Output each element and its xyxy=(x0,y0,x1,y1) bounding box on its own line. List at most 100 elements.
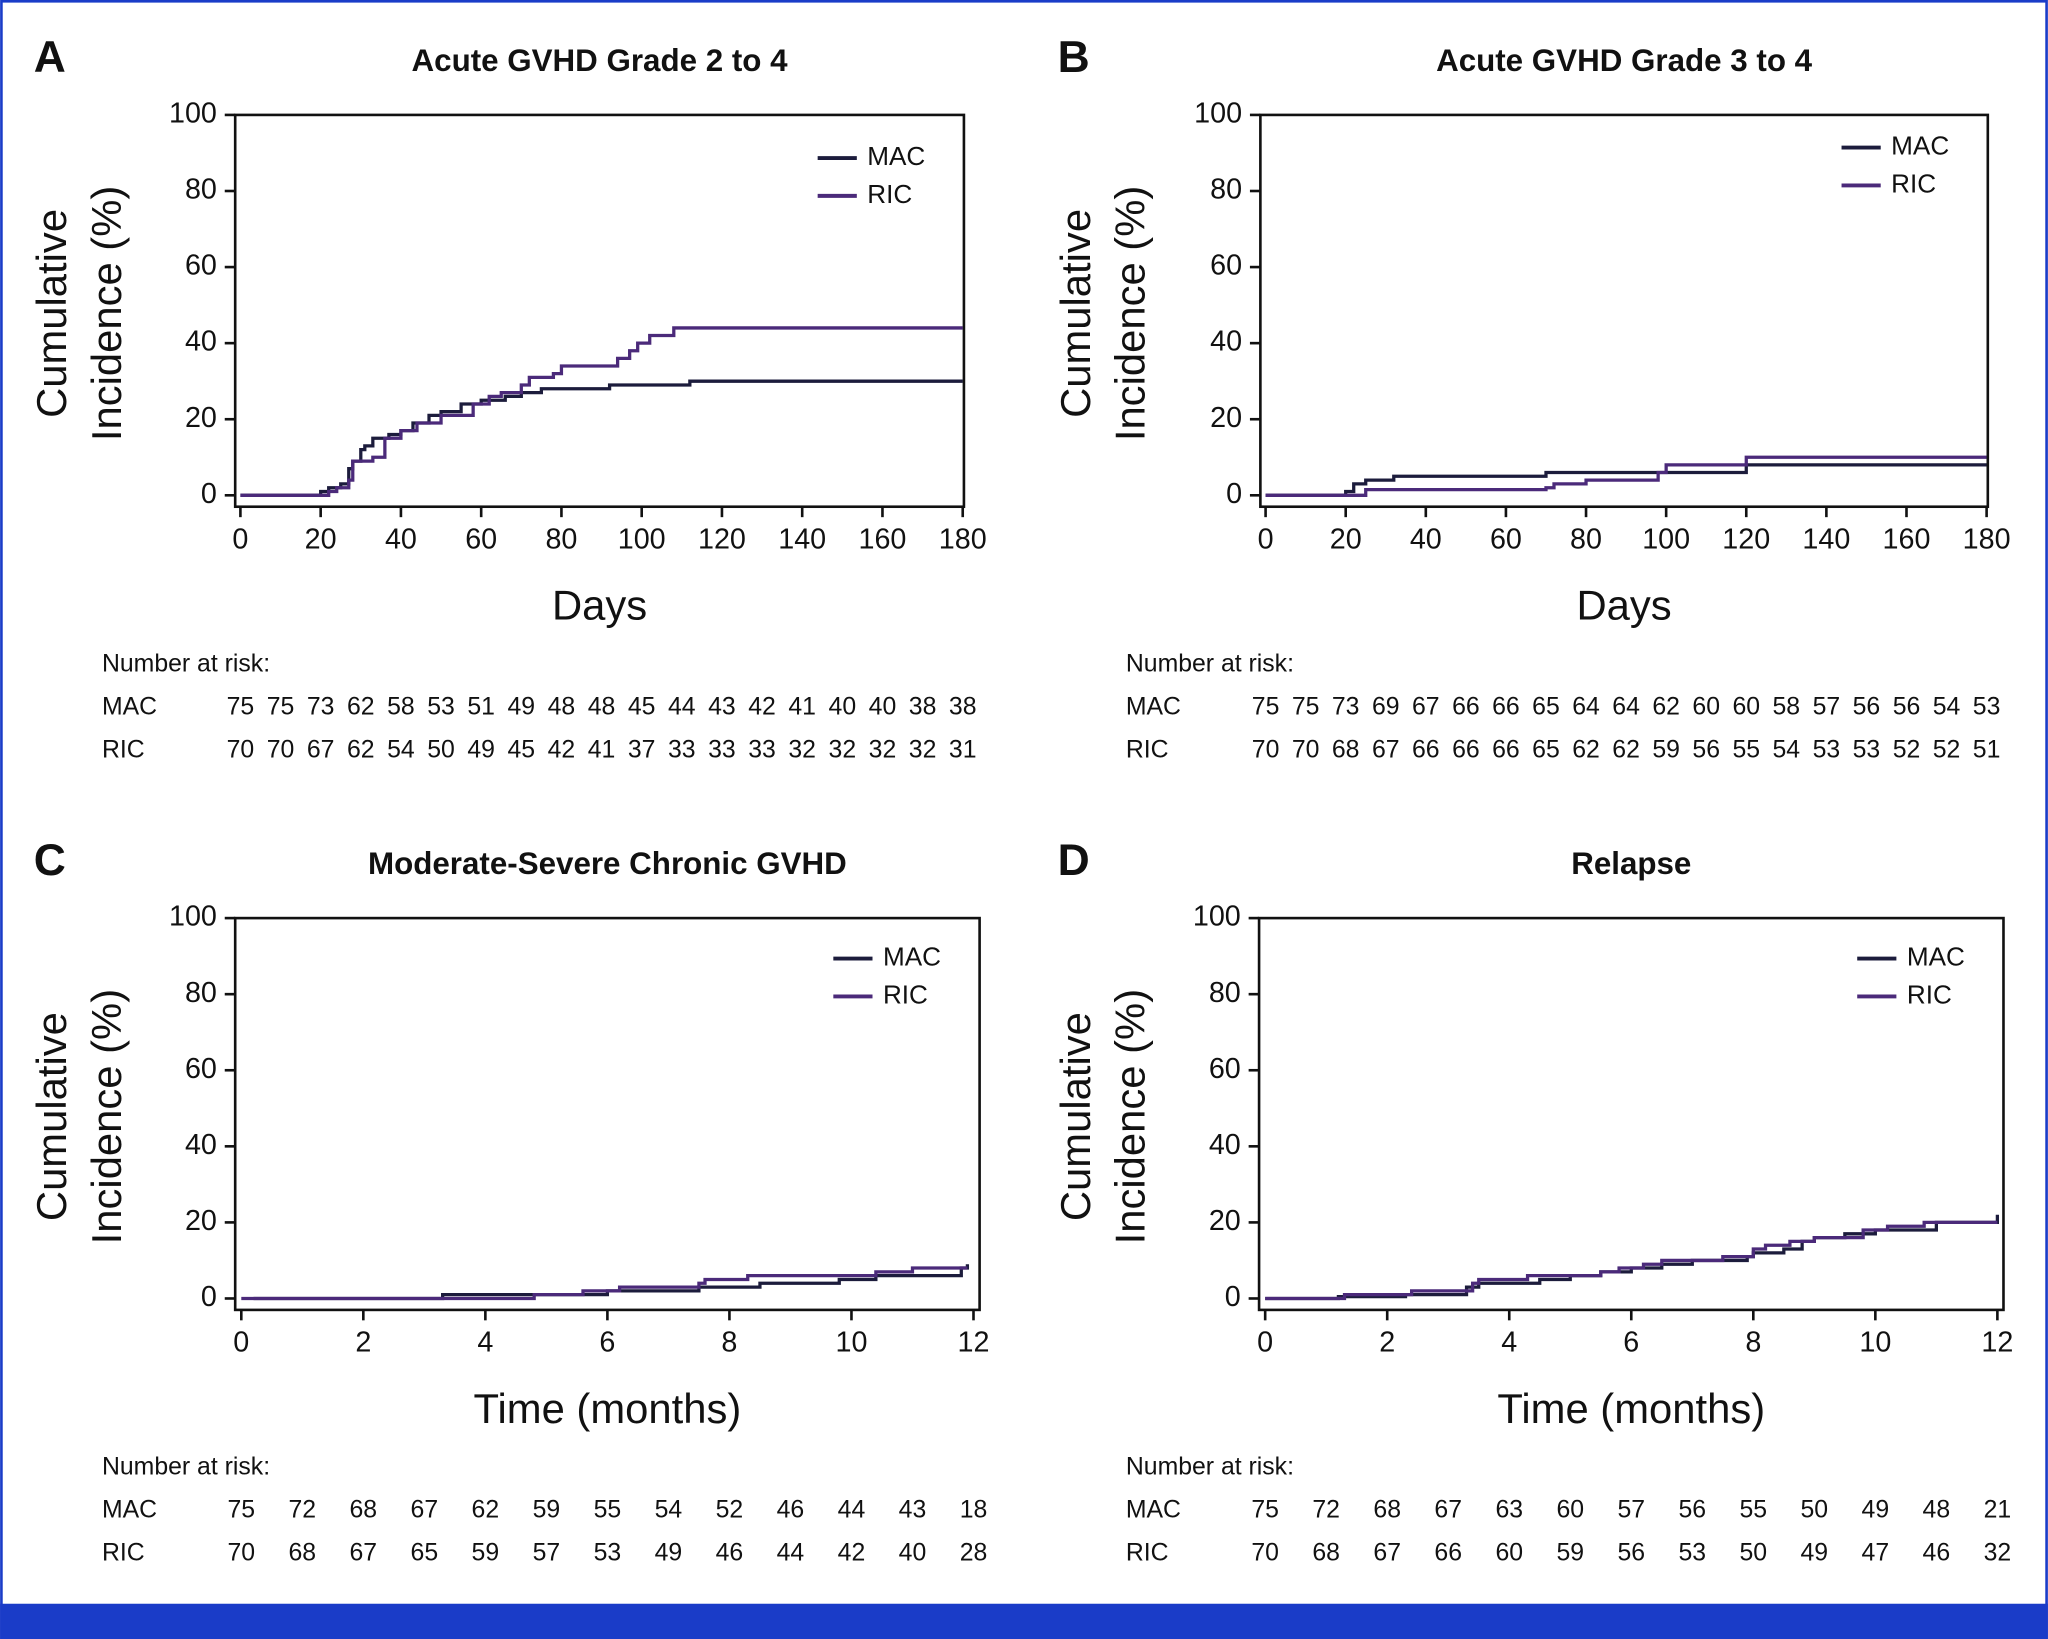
plot-frame xyxy=(1257,916,2005,1312)
plot-frame xyxy=(233,916,981,1312)
risk-value: 59 xyxy=(1556,1540,1584,1567)
y-axis-label: Cumulative xyxy=(1052,1012,1099,1221)
y-axis-label: Cumulative xyxy=(1052,209,1099,418)
legend-label: MAC xyxy=(883,941,941,971)
risk-row-name: MAC xyxy=(102,1497,157,1524)
x-tick-label: 40 xyxy=(1410,523,1442,555)
x-tick-label: 10 xyxy=(1859,1326,1891,1358)
risk-value: 53 xyxy=(1813,736,1841,763)
y-axis-label: Cumulative xyxy=(28,209,75,418)
risk-value: 70 xyxy=(227,1540,255,1567)
risk-value: 75 xyxy=(227,1497,255,1524)
risk-value: 38 xyxy=(949,693,977,720)
risk-value: 40 xyxy=(869,693,897,720)
risk-value: 56 xyxy=(1853,693,1881,720)
risk-value: 75 xyxy=(1292,693,1320,720)
y-tick-label: 80 xyxy=(1210,174,1242,206)
risk-value: 67 xyxy=(350,1540,378,1567)
risk-row-name: MAC xyxy=(1126,693,1181,720)
panel-letter: A xyxy=(34,33,66,82)
risk-value: 42 xyxy=(548,736,576,763)
risk-value: 44 xyxy=(668,693,696,720)
risk-value: 59 xyxy=(533,1497,561,1524)
risk-row-name: MAC xyxy=(1126,1497,1181,1524)
risk-value: 18 xyxy=(960,1497,988,1524)
risk-value: 49 xyxy=(508,693,536,720)
legend-label: MAC xyxy=(1891,130,1949,160)
risk-value: 70 xyxy=(227,736,255,763)
risk-value: 32 xyxy=(909,736,937,763)
risk-value: 46 xyxy=(777,1497,805,1524)
risk-value: 56 xyxy=(1617,1540,1645,1567)
x-tick-label: 100 xyxy=(1642,523,1690,555)
risk-value: 50 xyxy=(1801,1497,1829,1524)
risk-value: 54 xyxy=(387,736,415,763)
risk-value: 66 xyxy=(1492,693,1520,720)
risk-value: 52 xyxy=(716,1497,744,1524)
y-tick-label: 100 xyxy=(1193,901,1241,933)
risk-value: 43 xyxy=(899,1497,927,1524)
x-tick-label: 0 xyxy=(1257,1326,1273,1358)
risk-value: 32 xyxy=(829,736,857,763)
risk-value: 70 xyxy=(1251,1540,1279,1567)
risk-value: 57 xyxy=(1813,693,1841,720)
risk-title: Number at risk: xyxy=(102,650,270,677)
risk-value: 49 xyxy=(1801,1540,1829,1567)
y-tick-label: 40 xyxy=(185,326,217,358)
series-line xyxy=(240,379,963,497)
chart-title: Acute GVHD Grade 3 to 4 xyxy=(1436,43,1813,78)
risk-value: 60 xyxy=(1495,1540,1523,1567)
risk-value: 66 xyxy=(1492,736,1520,763)
x-tick-label: 2 xyxy=(355,1326,371,1358)
risk-row-name: RIC xyxy=(1126,1540,1169,1567)
plot-frame xyxy=(233,113,966,509)
risk-value: 73 xyxy=(1332,693,1360,720)
risk-value: 38 xyxy=(909,693,937,720)
risk-value: 33 xyxy=(668,736,696,763)
y-tick-label: 80 xyxy=(185,174,217,206)
x-tick-label: 120 xyxy=(1722,523,1770,555)
y-tick-label: 20 xyxy=(1209,1205,1241,1237)
risk-title: Number at risk: xyxy=(1126,650,1294,677)
legend-label: RIC xyxy=(883,979,928,1009)
series-line xyxy=(1265,463,1987,497)
risk-value: 58 xyxy=(1773,693,1801,720)
risk-value: 62 xyxy=(1572,736,1600,763)
x-tick-label: 80 xyxy=(545,523,577,555)
risk-value: 75 xyxy=(1252,693,1280,720)
y-axis-label: Incidence (%) xyxy=(83,989,130,1244)
series-line xyxy=(1265,455,1987,497)
risk-value: 60 xyxy=(1556,1497,1584,1524)
risk-value: 66 xyxy=(1452,693,1480,720)
risk-value: 60 xyxy=(1692,693,1720,720)
risk-value: 66 xyxy=(1452,736,1480,763)
risk-value: 46 xyxy=(716,1540,744,1567)
y-tick-label: 0 xyxy=(1225,1281,1241,1313)
y-tick-label: 60 xyxy=(185,1053,217,1085)
x-tick-label: 4 xyxy=(477,1326,493,1358)
risk-value: 67 xyxy=(1373,1540,1401,1567)
risk-row-name: RIC xyxy=(102,1540,145,1567)
risk-value: 50 xyxy=(1740,1540,1768,1567)
risk-value: 62 xyxy=(347,736,375,763)
y-axis-label: Incidence (%) xyxy=(1107,186,1154,441)
risk-value: 68 xyxy=(1332,736,1360,763)
plot-frame xyxy=(1259,113,1990,509)
risk-value: 72 xyxy=(1312,1497,1340,1524)
x-tick-label: 20 xyxy=(1330,523,1362,555)
risk-value: 46 xyxy=(1923,1540,1951,1567)
risk-value: 32 xyxy=(788,736,816,763)
series-line xyxy=(240,326,963,497)
y-tick-label: 100 xyxy=(1194,98,1242,130)
risk-value: 45 xyxy=(508,736,536,763)
risk-value: 59 xyxy=(1652,736,1680,763)
risk-value: 57 xyxy=(533,1540,561,1567)
risk-value: 55 xyxy=(1732,736,1760,763)
y-axis-label: Incidence (%) xyxy=(83,186,130,441)
risk-value: 33 xyxy=(748,736,776,763)
risk-value: 67 xyxy=(1434,1497,1462,1524)
risk-value: 53 xyxy=(594,1540,622,1567)
risk-value: 40 xyxy=(899,1540,927,1567)
risk-value: 43 xyxy=(708,693,736,720)
